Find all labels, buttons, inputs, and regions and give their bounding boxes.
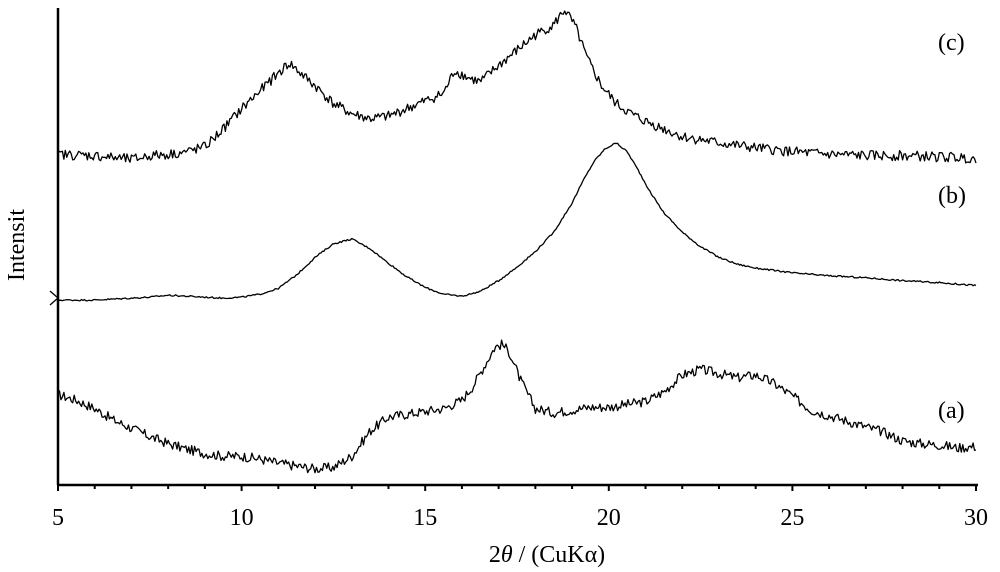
series-line-b (57, 142, 977, 302)
series-label-b: (b) (938, 183, 966, 209)
series-label-a: (a) (938, 398, 965, 424)
series-line-a (57, 339, 977, 474)
x-axis-title: 2θ / (CuKα) (489, 542, 605, 568)
x-tick-label: 30 (964, 505, 988, 531)
x-tick-label: 20 (597, 505, 621, 531)
x-tick-label: 10 (230, 505, 254, 531)
labels-layer: (a) (b) (c) (938, 30, 966, 424)
x-tick-label: 5 (52, 505, 64, 531)
series-line-c (57, 10, 977, 164)
series-label-c: (c) (938, 30, 965, 56)
axis-break-mark (49, 290, 59, 306)
axes: 5 10 15 20 25 30 2θ / (CuKα) Intensit (4, 8, 988, 568)
x-tick-label: 15 (413, 505, 437, 531)
x-tick-label: 25 (780, 505, 804, 531)
series-layer (57, 10, 977, 474)
y-axis-title: Intensit (4, 209, 30, 281)
